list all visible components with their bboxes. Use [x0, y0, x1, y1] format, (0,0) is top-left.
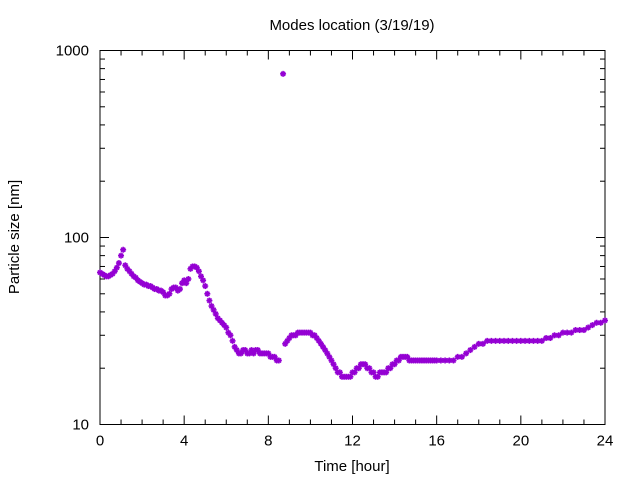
data-point	[471, 343, 478, 350]
data-point	[227, 332, 234, 339]
data-point	[568, 329, 575, 336]
x-tick-label: 12	[344, 433, 361, 450]
data-point	[458, 353, 465, 360]
x-tick-label: 8	[264, 433, 272, 450]
plot-frame	[99, 50, 606, 425]
data-point	[113, 264, 120, 271]
data-point	[526, 337, 533, 344]
x-tick-label: 20	[512, 433, 529, 450]
data-point	[280, 70, 287, 77]
data-point	[195, 268, 202, 275]
data-point	[484, 337, 491, 344]
data-point	[450, 357, 457, 364]
data-point	[336, 369, 343, 376]
data-point	[580, 327, 587, 334]
data-point	[572, 327, 579, 334]
data-point	[118, 252, 125, 259]
data-point	[204, 290, 211, 297]
data-point	[223, 324, 230, 331]
data-point	[589, 322, 596, 329]
x-tick-label: 4	[180, 433, 188, 450]
data-point	[229, 337, 236, 344]
data-point	[559, 329, 566, 336]
data-point	[120, 246, 127, 253]
data-point	[517, 337, 524, 344]
data-point	[585, 324, 592, 331]
data-point	[463, 350, 470, 357]
chart-title: Modes location (3/19/19)	[269, 17, 434, 34]
tick-labels: 0 4 8 12 16 20 24 10 100 1000	[56, 43, 614, 450]
data-point	[202, 283, 209, 290]
data-point	[166, 290, 173, 297]
data-point	[547, 335, 554, 342]
data-point	[551, 332, 558, 339]
data-point	[115, 260, 122, 267]
x-tick-label: 24	[597, 433, 614, 450]
y-tick-label: 10	[72, 417, 89, 434]
data-point	[275, 357, 282, 364]
data-point	[538, 337, 545, 344]
data-point	[602, 317, 608, 324]
y-tick-label: 1000	[56, 43, 89, 60]
data-point	[467, 347, 474, 354]
data-point	[200, 277, 207, 284]
data-point	[206, 297, 213, 304]
data-point	[479, 340, 486, 347]
data-point	[446, 357, 453, 364]
y-axis-label: Particle size [nm]	[6, 180, 23, 294]
x-tick-label: 0	[96, 433, 104, 450]
x-axis-label: Time [hour]	[314, 458, 389, 475]
data-point	[176, 286, 183, 293]
y-tick-label: 100	[64, 230, 89, 247]
data-point	[351, 369, 358, 376]
data-point	[555, 332, 562, 339]
axis-ticks	[99, 50, 606, 425]
x-tick-label: 16	[428, 433, 445, 450]
data-point	[185, 275, 192, 282]
data-point	[496, 337, 503, 344]
data-point	[597, 319, 604, 326]
data-points	[97, 70, 608, 380]
